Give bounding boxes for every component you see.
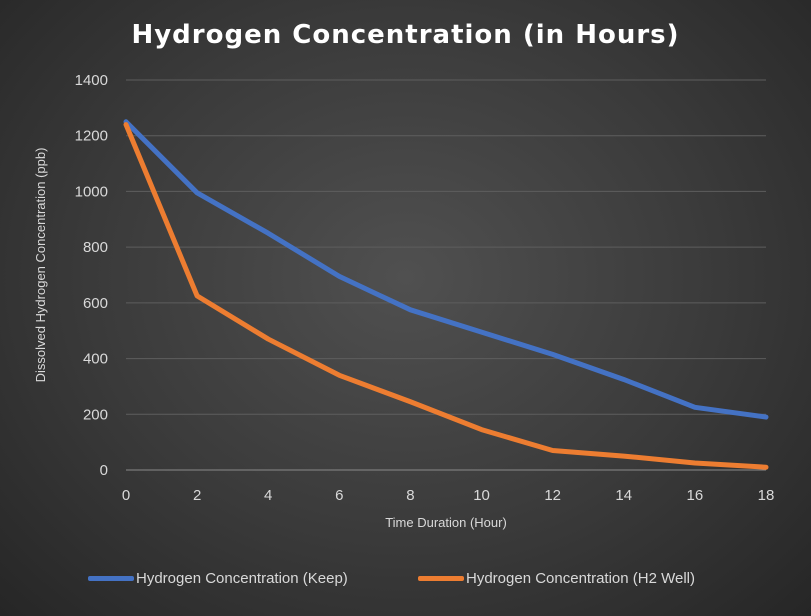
y-tick-label: 1200 <box>75 128 108 145</box>
x-tick-label: 0 <box>122 487 130 504</box>
y-tick-label: 200 <box>83 406 108 423</box>
x-tick-label: 6 <box>335 487 343 504</box>
y-tick-label: 1000 <box>75 183 108 200</box>
y-tick-label: 800 <box>83 239 108 256</box>
legend-item-keep: Hydrogen Concentration (Keep) <box>88 570 348 587</box>
y-axis-title: Dissolved Hydrogen Concentration (ppb) <box>33 148 48 383</box>
x-tick-label: 18 <box>758 487 775 504</box>
series-line-0 <box>123 119 769 420</box>
legend-swatch-h2-well <box>418 576 464 581</box>
x-tick-label: 8 <box>406 487 414 504</box>
series-line-1 <box>123 122 769 470</box>
x-tick-label: 4 <box>264 487 272 504</box>
legend: Hydrogen Concentration (Keep) Hydrogen C… <box>0 570 811 592</box>
y-tick-label: 400 <box>83 351 108 368</box>
legend-swatch-keep <box>88 576 134 581</box>
chart-title: Hydrogen Concentration (in Hours) <box>131 20 680 50</box>
x-tick-label: 2 <box>193 487 201 504</box>
y-tick-label: 600 <box>83 295 108 312</box>
y-tick-label: 0 <box>100 462 108 479</box>
legend-label-keep: Hydrogen Concentration (Keep) <box>136 570 348 587</box>
x-axis-title: Time Duration (Hour) <box>385 515 507 530</box>
legend-item-h2-well: Hydrogen Concentration (H2 Well) <box>418 570 695 587</box>
legend-label-h2-well: Hydrogen Concentration (H2 Well) <box>466 570 695 587</box>
x-tick-label: 14 <box>615 487 632 504</box>
x-tick-label: 12 <box>544 487 561 504</box>
x-tick-label: 10 <box>473 487 490 504</box>
y-tick-label: 1400 <box>75 72 108 89</box>
x-tick-label: 16 <box>687 487 704 504</box>
